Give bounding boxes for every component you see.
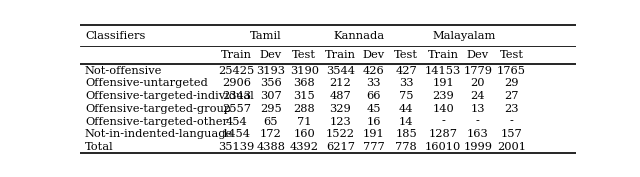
Text: -: - (476, 117, 480, 127)
Text: 157: 157 (500, 129, 522, 139)
Text: 27: 27 (504, 91, 519, 101)
Text: 33: 33 (366, 78, 381, 88)
Text: 3544: 3544 (326, 65, 355, 76)
Text: 4388: 4388 (257, 142, 285, 152)
Text: 16: 16 (366, 117, 381, 127)
Text: 13: 13 (470, 104, 485, 114)
Text: 288: 288 (293, 104, 315, 114)
Text: 487: 487 (330, 91, 351, 101)
Text: Test: Test (292, 50, 316, 60)
Text: 191: 191 (432, 78, 454, 88)
Text: 4392: 4392 (290, 142, 319, 152)
Text: 307: 307 (260, 91, 282, 101)
Text: 16010: 16010 (425, 142, 461, 152)
Text: 6217: 6217 (326, 142, 355, 152)
Text: Offensive-untargeted: Offensive-untargeted (85, 78, 208, 88)
Text: 368: 368 (293, 78, 315, 88)
Text: Train: Train (221, 50, 252, 60)
Text: 123: 123 (330, 117, 351, 127)
Text: Train: Train (325, 50, 356, 60)
Text: 2557: 2557 (221, 104, 251, 114)
Text: Test: Test (499, 50, 524, 60)
Text: Test: Test (394, 50, 419, 60)
Text: 1454: 1454 (221, 129, 251, 139)
Text: 185: 185 (396, 129, 417, 139)
Text: 71: 71 (297, 117, 312, 127)
Text: 14153: 14153 (425, 65, 461, 76)
Text: Offensive-targeted-group: Offensive-targeted-group (85, 104, 231, 114)
Text: 329: 329 (330, 104, 351, 114)
Text: 23: 23 (504, 104, 519, 114)
Text: 777: 777 (363, 142, 385, 152)
Text: Malayalam: Malayalam (433, 31, 496, 41)
Text: 24: 24 (470, 91, 485, 101)
Text: 295: 295 (260, 104, 282, 114)
Text: 35139: 35139 (218, 142, 254, 152)
Text: Dev: Dev (260, 50, 282, 60)
Text: 20: 20 (470, 78, 485, 88)
Text: 1522: 1522 (326, 129, 355, 139)
Text: 3193: 3193 (257, 65, 285, 76)
Text: 66: 66 (366, 91, 381, 101)
Text: 778: 778 (396, 142, 417, 152)
Text: 163: 163 (467, 129, 489, 139)
Text: Tamil: Tamil (250, 31, 282, 41)
Text: 315: 315 (293, 91, 315, 101)
Text: 25425: 25425 (218, 65, 254, 76)
Text: Not-offensive: Not-offensive (85, 65, 163, 76)
Text: 140: 140 (432, 104, 454, 114)
Text: 2343: 2343 (221, 91, 251, 101)
Text: 33: 33 (399, 78, 413, 88)
Text: 239: 239 (432, 91, 454, 101)
Text: 1999: 1999 (463, 142, 492, 152)
Text: Kannada: Kannada (333, 31, 384, 41)
Text: 1765: 1765 (497, 65, 526, 76)
Text: 45: 45 (366, 104, 381, 114)
Text: -: - (509, 117, 513, 127)
Text: 454: 454 (225, 117, 247, 127)
Text: Train: Train (428, 50, 459, 60)
Text: 427: 427 (396, 65, 417, 76)
Text: 2906: 2906 (221, 78, 251, 88)
Text: Classifiers: Classifiers (85, 31, 145, 41)
Text: 3190: 3190 (290, 65, 319, 76)
Text: 2001: 2001 (497, 142, 526, 152)
Text: 1287: 1287 (429, 129, 458, 139)
Text: Not-in-indented-language: Not-in-indented-language (85, 129, 233, 139)
Text: Total: Total (85, 142, 113, 152)
Text: 356: 356 (260, 78, 282, 88)
Text: 160: 160 (293, 129, 315, 139)
Text: -: - (441, 117, 445, 127)
Text: 75: 75 (399, 91, 413, 101)
Text: 14: 14 (399, 117, 413, 127)
Text: Offensive-targeted-other: Offensive-targeted-other (85, 117, 228, 127)
Text: 172: 172 (260, 129, 282, 139)
Text: 212: 212 (330, 78, 351, 88)
Text: Dev: Dev (363, 50, 385, 60)
Text: 29: 29 (504, 78, 519, 88)
Text: 426: 426 (363, 65, 385, 76)
Text: 44: 44 (399, 104, 413, 114)
Text: 65: 65 (264, 117, 278, 127)
Text: 1779: 1779 (463, 65, 492, 76)
Text: Offensive-targeted-individual: Offensive-targeted-individual (85, 91, 253, 101)
Text: 191: 191 (363, 129, 385, 139)
Text: Dev: Dev (467, 50, 489, 60)
